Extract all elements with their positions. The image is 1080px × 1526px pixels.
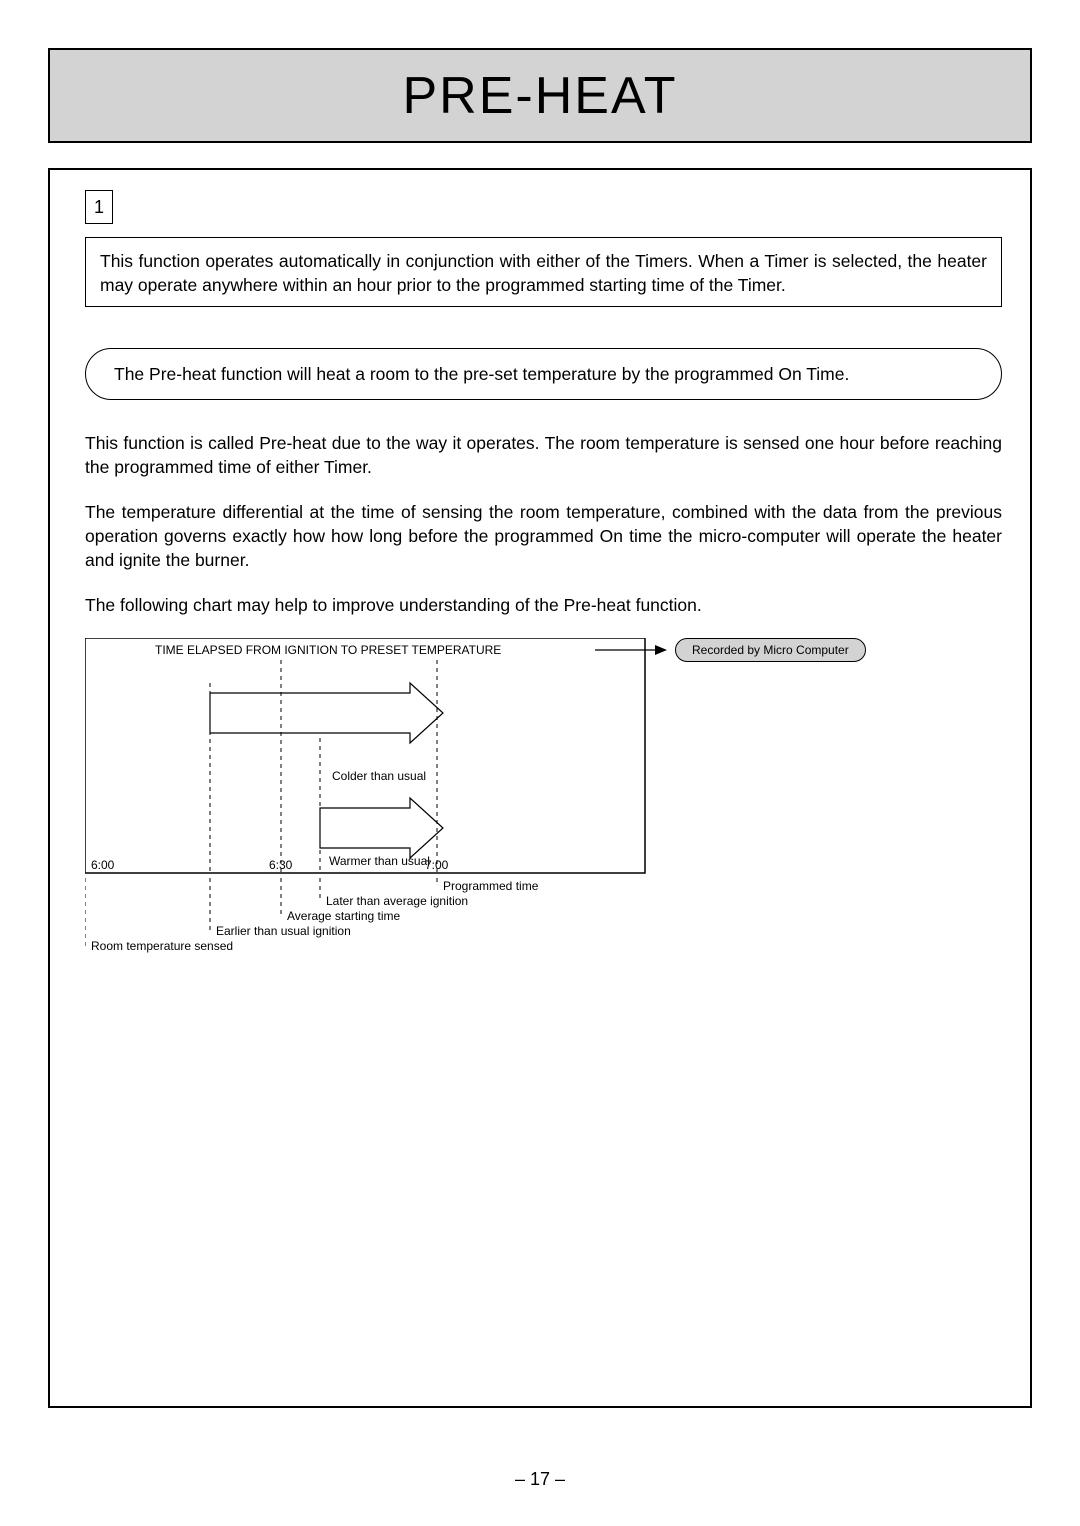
legend-later: Later than average ignition [326,894,468,908]
colder-label: Colder than usual [332,769,426,783]
time-2: 7:00 [425,858,448,872]
legend-programmed: Programmed time [443,879,538,893]
preheat-chart: Recorded by Micro Computer TIME ELAPSED … [85,638,1002,968]
chart-title-label: TIME ELAPSED FROM IGNITION TO PRESET TEM… [155,643,501,657]
callout-box: This function operates automatically in … [85,237,1002,307]
summary-text: The Pre-heat function will heat a room t… [114,364,849,385]
content-box: 1 This function operates automatically i… [48,168,1032,1408]
chart-svg [85,638,1002,968]
time-1: 6:30 [269,858,292,872]
body-paragraphs: This function is called Pre-heat due to … [85,432,1002,640]
callout-text: This function operates automatically in … [100,251,987,295]
summary-oval: The Pre-heat function will heat a room t… [85,348,1002,400]
step-number: 1 [85,190,113,224]
warmer-arrow-icon [320,798,443,858]
legend-earlier: Earlier than usual ignition [216,924,351,938]
paragraph-1: This function is called Pre-heat due to … [85,432,1002,479]
micro-computer-chip: Recorded by Micro Computer [675,638,866,662]
page-title: PRE-HEAT [402,66,677,126]
paragraph-2: The temperature differential at the time… [85,501,1002,572]
warmer-label: Warmer than usual [329,854,430,868]
time-0: 6:00 [91,858,114,872]
page: PRE-HEAT 1 This function operates automa… [48,48,1032,1448]
legend-avg: Average starting time [287,909,400,923]
colder-arrow-icon [210,683,443,743]
legend-sensed: Room temperature sensed [91,939,233,953]
title-banner: PRE-HEAT [48,48,1032,143]
paragraph-3: The following chart may help to improve … [85,594,1002,618]
page-number: – 17 – [48,1469,1032,1490]
